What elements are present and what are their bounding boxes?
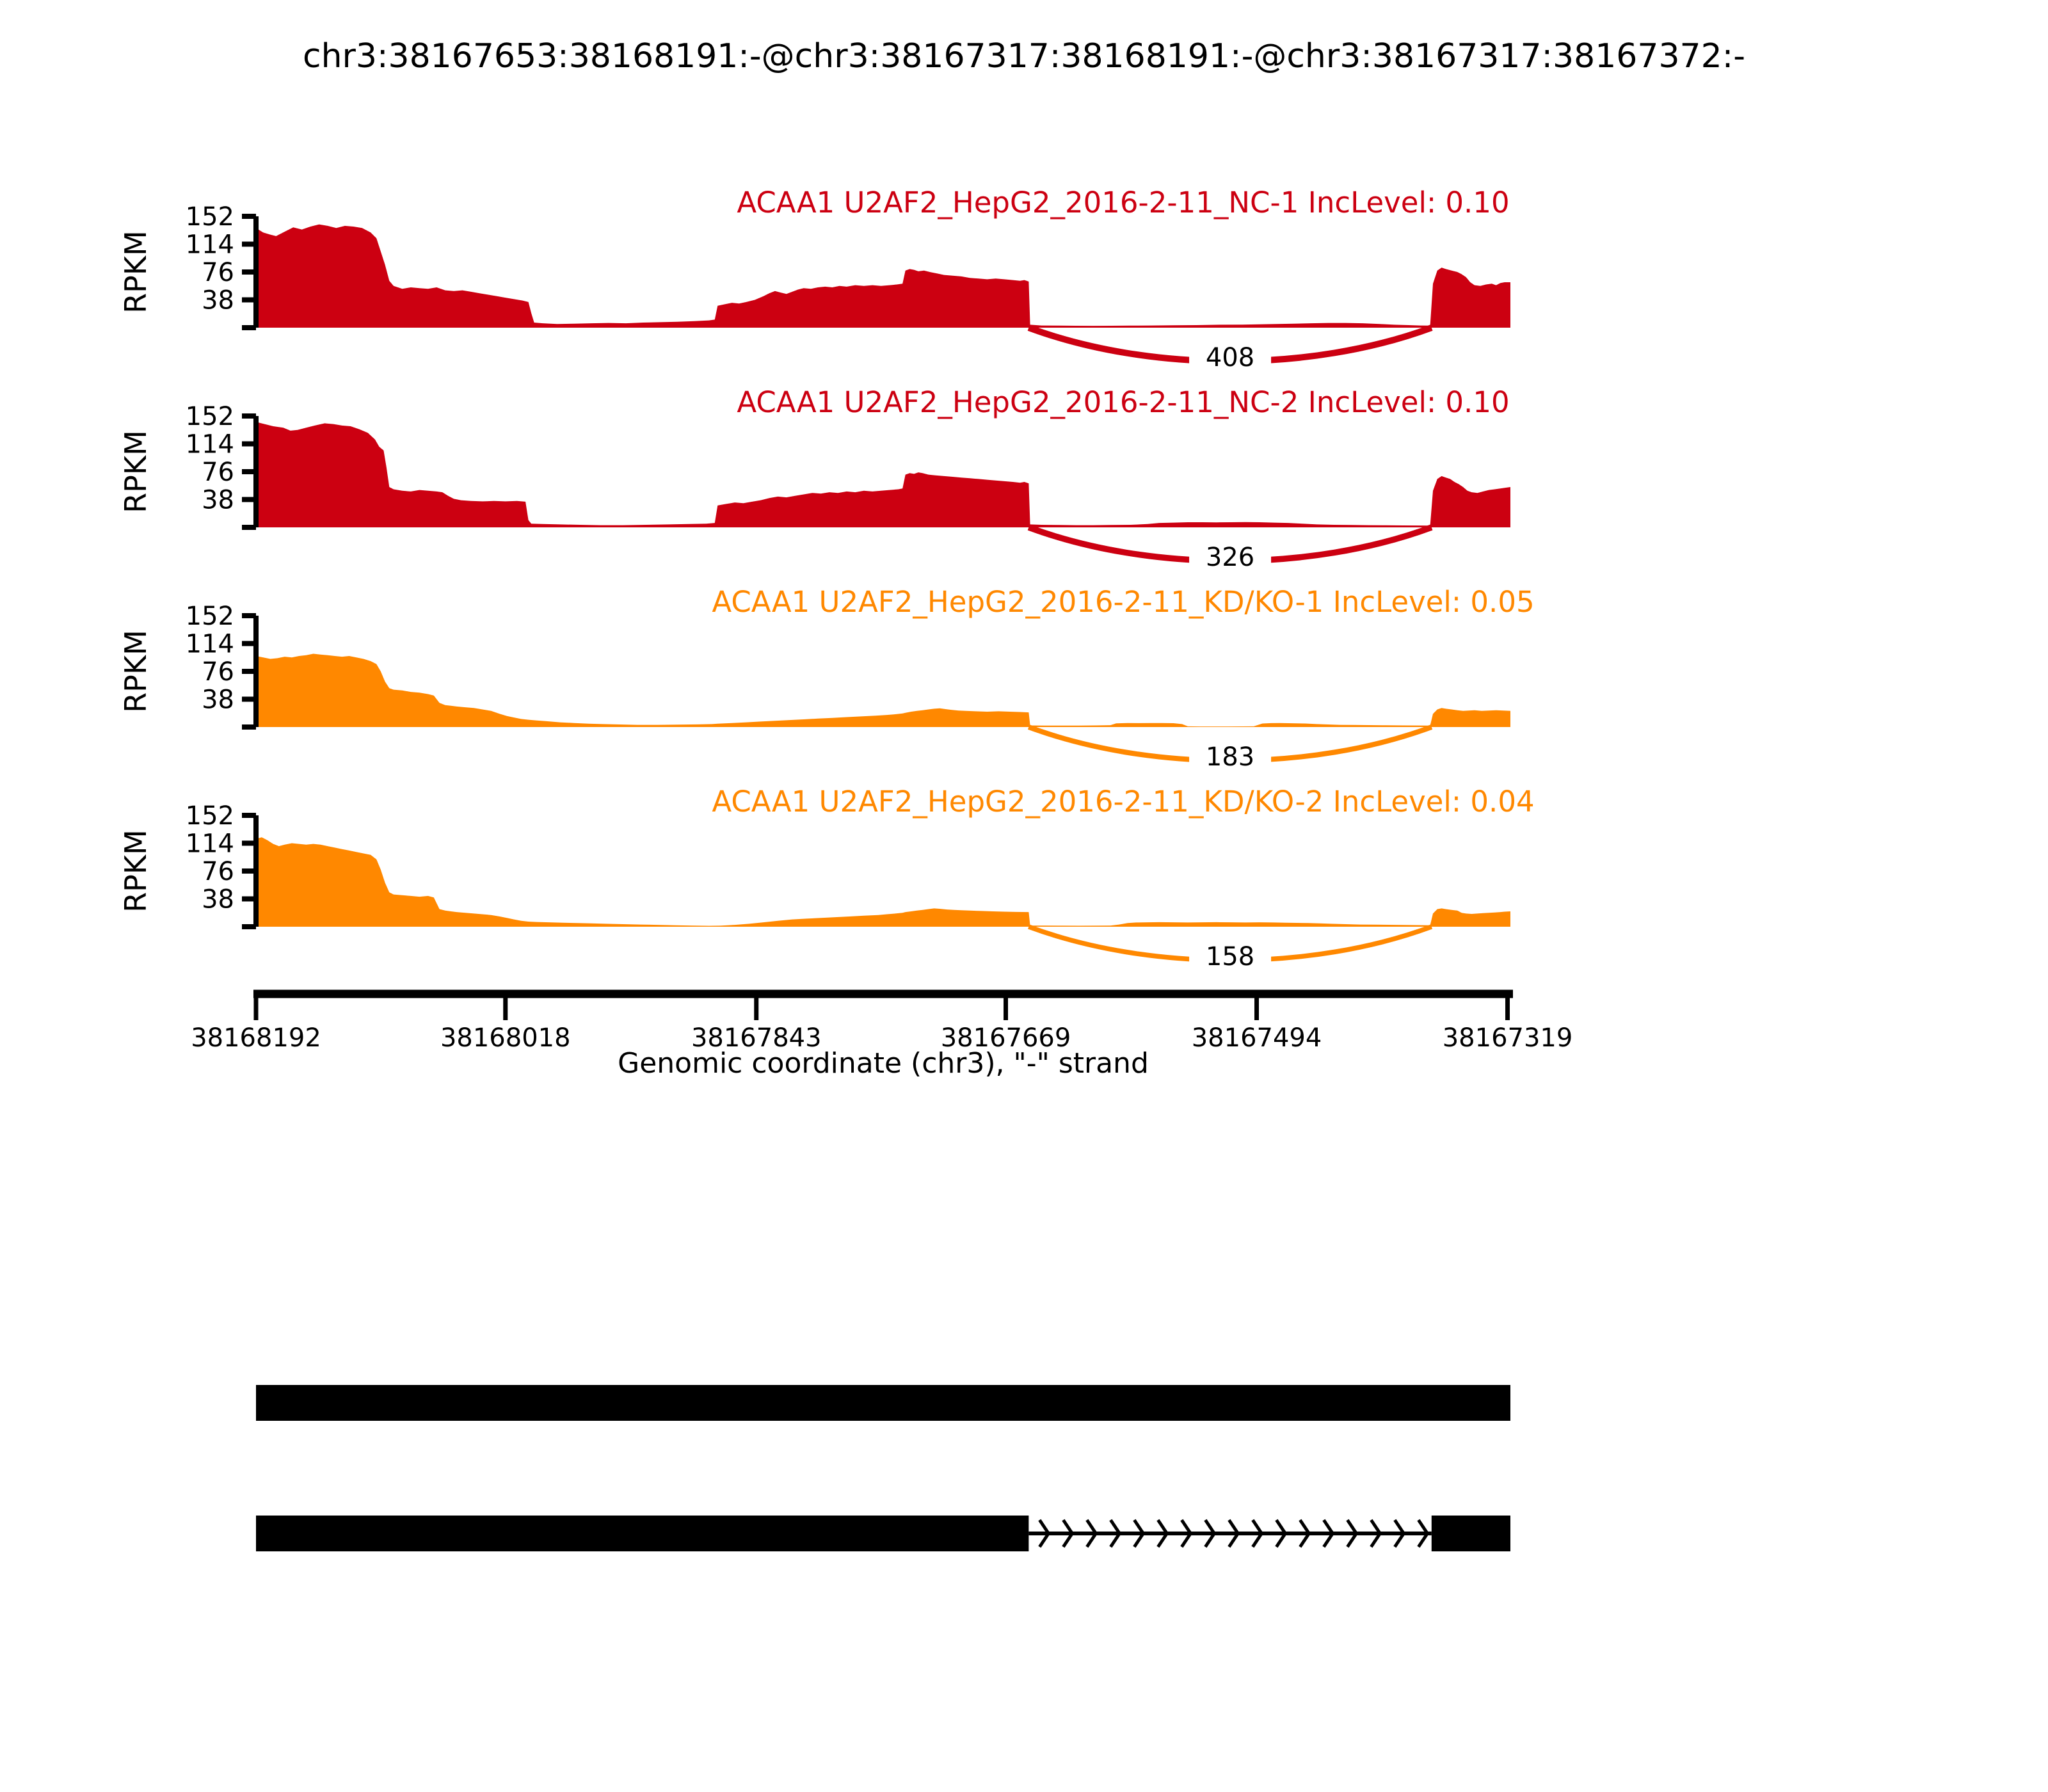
junction-count-box-track-2 [1189,542,1272,572]
coverage-area-track-3 [256,653,1510,727]
x-tick-label: 38168018 [440,1023,571,1053]
strand-direction-arrow-icon [1062,1519,1075,1548]
strand-direction-arrow-icon [1393,1519,1406,1548]
y-tick-label-track-2: 152 [186,402,234,431]
junction-count-track-3: 183 [1206,742,1254,772]
y-axis-label-track-3: RPKM [118,630,153,713]
strand-direction-arrow-icon [1038,1519,1051,1548]
y-tick-label-track-2: 114 [186,430,234,460]
strand-direction-arrow-icon [1346,1519,1359,1548]
strand-direction-arrow-icon [1085,1519,1098,1548]
strand-direction-arrow-icon [1322,1519,1335,1548]
y-tick-label-track-4: 152 [186,801,234,831]
x-tick-label: 38167319 [1443,1023,1573,1053]
y-tick-label-track-3: 76 [202,657,234,687]
y-tick-label-track-1: 114 [186,230,234,260]
y-tick-label-track-3: 114 [186,630,234,659]
figure-title: chr3:38167653:38168191:-@chr3:38167317:3… [302,37,1746,76]
strand-direction-arrow-icon [1204,1519,1217,1548]
coverage-area-track-4 [256,837,1510,927]
track-title-4: ACAA1 U2AF2_HepG2_2016-2-11_KD/KO-2 IncL… [712,785,1534,819]
x-tick-label: 38167669 [941,1023,1071,1053]
x-axis-label: Genomic coordinate (chr3), "-" strand [618,1047,1149,1080]
strand-direction-arrow-icon [1228,1519,1240,1548]
strand-direction-arrow-icon [1299,1519,1311,1548]
strand-direction-arrow-icon [1133,1519,1146,1548]
coverage-area-track-1 [256,224,1510,328]
y-tick-label-track-4: 38 [202,885,234,915]
gene-model-exon-isoform-2 [1431,1516,1510,1551]
strand-direction-arrow-icon [1251,1519,1264,1548]
track-title-1: ACAA1 U2AF2_HepG2_2016-2-11_NC-1 IncLeve… [737,186,1509,220]
x-tick-label: 38167843 [691,1023,822,1053]
y-tick-label-track-2: 76 [202,458,234,487]
gene-model-exon-isoform-1 [256,1385,1510,1421]
junction-count-box-track-3 [1189,742,1272,771]
y-tick-label-track-4: 76 [202,857,234,886]
coverage-area-track-2 [256,422,1510,527]
junction-count-box-track-1 [1189,342,1272,372]
x-tick-label: 38167494 [1192,1023,1322,1053]
y-tick-label-track-3: 152 [186,602,234,631]
junction-count-track-1: 408 [1206,343,1254,372]
y-axis-label-track-1: RPKM [118,230,153,314]
y-axis-label-track-4: RPKM [118,829,153,913]
strand-direction-arrow-icon [1417,1519,1430,1548]
junction-count-track-4: 158 [1206,942,1254,972]
track-title-3: ACAA1 U2AF2_HepG2_2016-2-11_KD/KO-1 IncL… [712,585,1534,619]
strand-direction-arrow-icon [1370,1519,1382,1548]
y-tick-label-track-4: 114 [186,829,234,859]
y-tick-label-track-3: 38 [202,685,234,715]
strand-direction-arrow-icon [1109,1519,1122,1548]
track-title-2: ACAA1 U2AF2_HepG2_2016-2-11_NC-2 IncLeve… [737,385,1509,419]
y-tick-label-track-1: 152 [186,202,234,232]
y-axis-label-track-2: RPKM [118,430,153,513]
y-tick-label-track-1: 38 [202,286,234,316]
strand-direction-arrow-icon [1156,1519,1169,1548]
strand-direction-arrow-icon [1275,1519,1288,1548]
gene-model-exon-isoform-2 [256,1516,1029,1551]
junction-count-box-track-4 [1189,941,1272,971]
strand-direction-arrow-icon [1180,1519,1193,1548]
x-tick-label: 38168192 [191,1023,321,1053]
y-tick-label-track-2: 38 [202,486,234,515]
y-tick-label-track-1: 76 [202,258,234,287]
junction-count-track-2: 326 [1206,543,1254,572]
